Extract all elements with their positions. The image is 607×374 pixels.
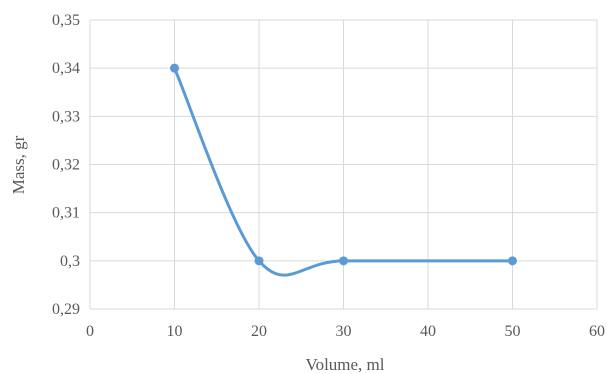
x-tick-label: 10	[167, 323, 183, 340]
x-tick-label: 20	[251, 323, 267, 340]
y-axis-title: Mass, gr	[9, 135, 28, 194]
y-tick-labels: 0,29 0,3 0,31 0,32 0,33 0,34 0,35	[52, 12, 80, 318]
y-tick-label: 0,32	[52, 157, 80, 174]
y-tick-label: 0,3	[60, 253, 80, 270]
data-point	[170, 63, 179, 73]
x-tick-label: 0	[86, 323, 94, 340]
y-tick-label: 0,33	[52, 108, 80, 125]
x-tick-label: 50	[505, 323, 521, 340]
data-point	[339, 256, 348, 266]
y-tick-label: 0,31	[52, 205, 80, 222]
x-tick-labels: 0 10 20 30 40 50 60	[86, 323, 605, 340]
series-line	[173, 66, 514, 277]
y-tick-label: 0,34	[52, 60, 80, 77]
data-point	[508, 256, 517, 266]
y-tick-label: 0,29	[52, 301, 80, 318]
y-tick-label: 0,35	[52, 12, 80, 29]
x-tick-label: 30	[336, 323, 352, 340]
x-tick-label: 40	[420, 323, 436, 340]
x-axis-title: Volume, ml	[305, 355, 384, 374]
x-tick-label: 60	[589, 323, 605, 340]
data-points	[170, 63, 517, 266]
data-point	[254, 256, 264, 266]
